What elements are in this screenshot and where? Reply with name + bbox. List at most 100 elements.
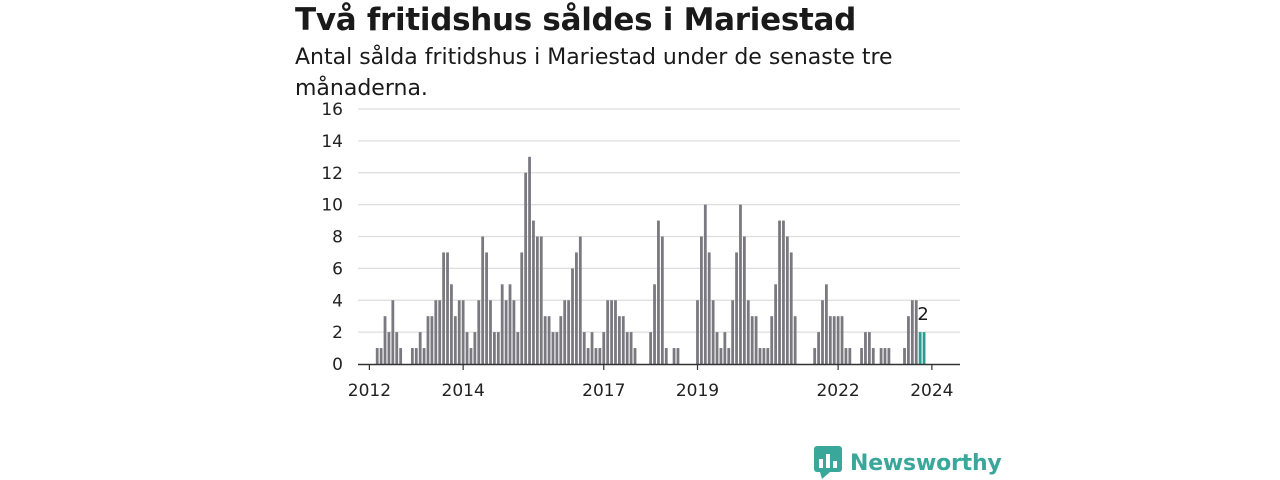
bar <box>785 236 789 364</box>
bar <box>700 236 703 364</box>
bar <box>582 332 586 365</box>
bar <box>711 300 715 364</box>
bar <box>653 284 656 364</box>
bar <box>446 252 449 364</box>
bar <box>512 300 516 364</box>
bar <box>500 284 504 364</box>
bar <box>715 332 719 365</box>
x-tick-label: 2019 <box>676 381 719 401</box>
bar <box>629 332 633 365</box>
y-tick-label: 2 <box>332 323 343 343</box>
bar <box>774 284 778 364</box>
bar <box>434 300 438 364</box>
y-tick-label: 4 <box>332 291 343 311</box>
bar <box>586 348 590 364</box>
bar <box>672 348 676 364</box>
x-tick-label: 2024 <box>910 381 953 401</box>
bar <box>489 300 492 364</box>
bar <box>657 220 660 364</box>
bar <box>840 316 844 364</box>
bar <box>414 348 418 364</box>
bar <box>750 316 754 364</box>
bar <box>375 348 379 364</box>
y-tick-label: 16 <box>321 100 343 120</box>
newsworthy-logo-icon <box>814 446 842 479</box>
bar <box>918 332 922 365</box>
bar <box>594 348 598 364</box>
bar <box>914 300 918 364</box>
bar <box>621 316 625 364</box>
bar <box>473 332 477 365</box>
bar <box>430 316 434 364</box>
bar <box>387 332 391 365</box>
bar <box>832 316 836 364</box>
bar <box>578 236 582 364</box>
bar <box>516 332 520 365</box>
bar <box>723 332 727 365</box>
bar <box>836 316 840 364</box>
bar <box>508 284 512 364</box>
bar <box>457 300 461 364</box>
bar <box>696 300 699 364</box>
bar <box>477 300 481 364</box>
bar <box>848 348 852 364</box>
y-tick-label: 0 <box>332 355 343 375</box>
bar <box>676 348 680 364</box>
bar <box>524 172 528 364</box>
bar <box>735 252 738 364</box>
bar <box>555 332 559 365</box>
x-tick-label: 2017 <box>582 381 625 401</box>
bar <box>520 252 524 364</box>
x-tick-label: 2014 <box>442 381 485 401</box>
bar <box>707 252 711 364</box>
labels: 0 2 4 6 8 10 12 14 16 2012 2014 2017 2019 2022 2024 2 <box>321 100 953 401</box>
x-tick-label: 2012 <box>348 381 391 401</box>
bar <box>860 348 863 364</box>
bar <box>610 300 613 364</box>
bar <box>660 236 664 364</box>
y-tick-label: 8 <box>332 228 343 248</box>
bar <box>633 348 637 364</box>
data-label: 2 <box>917 304 928 325</box>
bar <box>887 348 891 364</box>
bar <box>410 348 414 364</box>
bar <box>590 332 594 365</box>
bar <box>461 300 465 364</box>
bar <box>492 332 496 365</box>
chart-subtitle: Antal sålda fritidshus i Mariestad under… <box>295 45 893 101</box>
bar <box>762 348 766 364</box>
bar <box>879 348 883 364</box>
bar <box>789 252 793 364</box>
bar <box>422 348 426 364</box>
bar <box>664 348 668 364</box>
bar <box>391 300 395 364</box>
newsworthy-logo: Newsworthy <box>814 446 1002 480</box>
bar <box>719 348 723 364</box>
bar <box>727 348 731 364</box>
bar <box>438 300 442 364</box>
y-tick-label: 12 <box>321 164 343 184</box>
bar <box>442 252 446 364</box>
bar <box>469 348 473 364</box>
bar <box>598 348 602 364</box>
bar <box>864 332 867 365</box>
bar <box>614 300 617 364</box>
bar <box>625 332 629 365</box>
bar <box>778 220 781 364</box>
bar <box>922 332 926 365</box>
bar <box>883 348 887 364</box>
bar <box>825 284 828 364</box>
bar <box>539 236 543 364</box>
brand-name: Newsworthy <box>850 450 1002 476</box>
bar <box>496 332 500 365</box>
bar <box>754 316 758 364</box>
bar <box>481 236 485 364</box>
bar <box>649 332 653 365</box>
bar <box>426 316 430 364</box>
bar <box>450 284 453 364</box>
bar <box>399 348 403 364</box>
bar <box>742 236 746 364</box>
bar <box>567 300 571 364</box>
bar <box>418 332 422 365</box>
